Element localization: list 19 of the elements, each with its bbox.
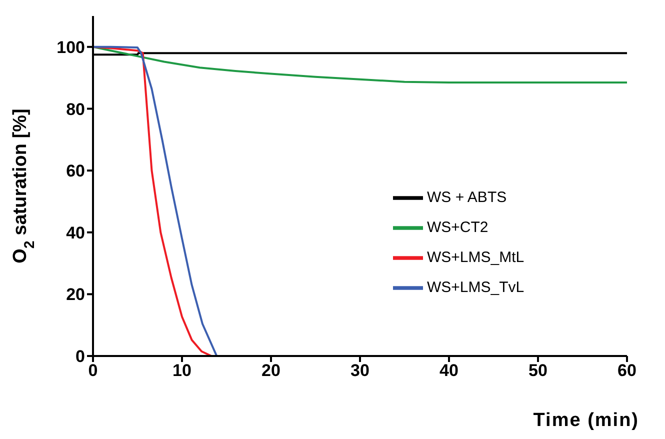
line-series [93, 46, 627, 84]
legend-label: WS + ABTS [427, 188, 507, 206]
x-axis-title: Time (min) [533, 410, 639, 431]
legend-label: WS+LMS_MtL [427, 248, 524, 266]
x-tick-label: 40 [440, 361, 458, 380]
x-tick-label: 30 [350, 361, 370, 380]
y-tick-label: 60 [66, 162, 85, 181]
legend-label: WS+CT2 [427, 218, 488, 236]
y-tick-label: 20 [66, 285, 85, 304]
x-tick-label: 60 [618, 361, 636, 380]
x-tick-label: 0 [88, 361, 98, 380]
y-tick-label: 80 [66, 100, 85, 119]
x-tick-label: 50 [528, 361, 548, 380]
y-tick-label: 0 [76, 347, 85, 366]
y-tick-label: 100 [56, 38, 85, 57]
x-tick-label: 20 [262, 361, 280, 380]
y-tick-label: 40 [66, 223, 85, 242]
legend-label: WS+LMS_TvL [427, 278, 524, 296]
x-tick-label: 10 [172, 361, 192, 380]
